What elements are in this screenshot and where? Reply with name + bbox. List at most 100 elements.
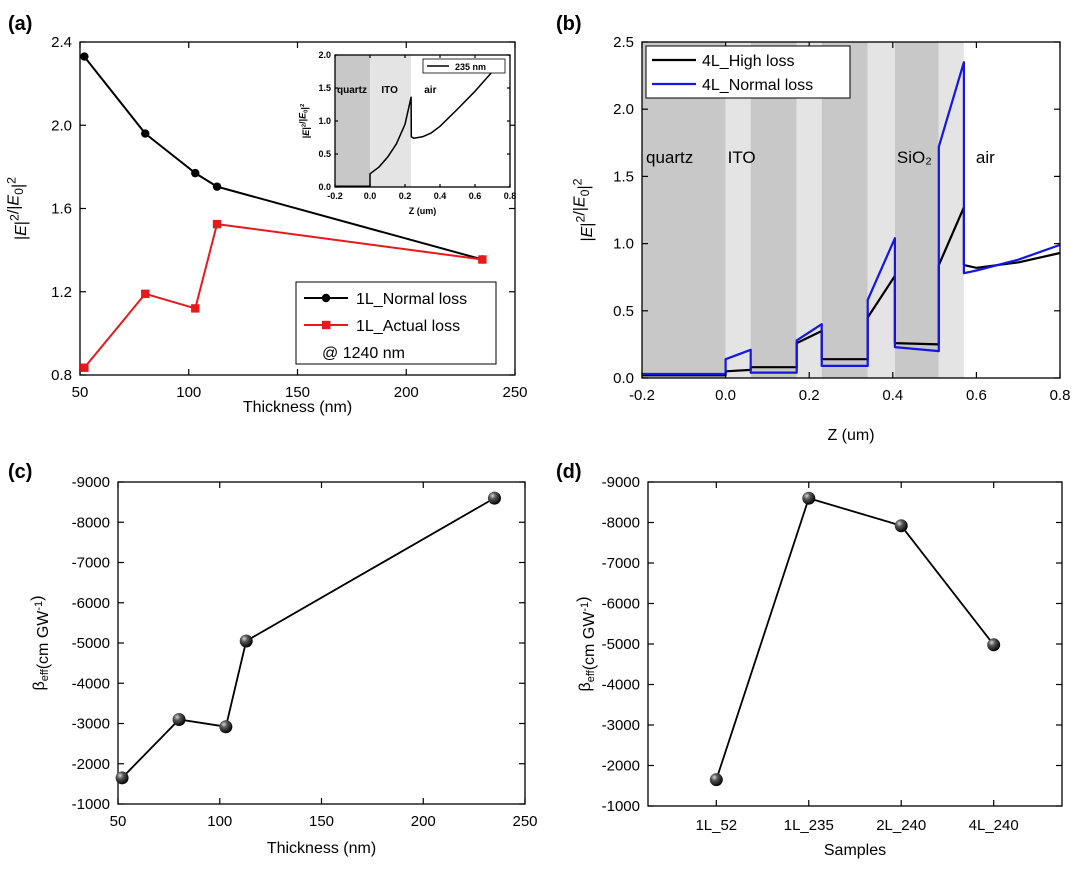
inset-region-label: ITO	[381, 85, 398, 96]
panel-label: (c)	[8, 461, 32, 483]
x-tick-label: 0.4	[434, 191, 447, 201]
x-tick-label: 100	[176, 384, 201, 401]
y-tick-label: -9000	[72, 474, 110, 491]
data-point	[802, 491, 816, 505]
y-tick-label: 2.0	[318, 50, 331, 60]
y-tick-label: -8000	[72, 514, 110, 531]
y-tick-label: -6000	[602, 596, 640, 613]
x-tick-label: 50	[72, 384, 89, 401]
y-tick-label: -5000	[602, 636, 640, 653]
panel-label: (d)	[556, 461, 582, 483]
y-tick-label: 0.5	[613, 303, 634, 320]
panel-a: (a) 50 100 150 200 250 0.8 1.2 1.6 2.0 2.4 Thicknes…	[5, 13, 528, 416]
data-point	[172, 712, 186, 726]
inset-region	[335, 55, 370, 187]
legend: 4L_High loss 4L_Normal loss	[645, 45, 851, 99]
layer-region	[894, 42, 939, 378]
legend-box	[645, 45, 851, 99]
data-point	[478, 255, 487, 264]
x-tick-label: 250	[502, 384, 527, 401]
x-tick-label: 0.2	[799, 387, 820, 404]
panel-label: (a)	[8, 13, 32, 35]
y-tick-label: -7000	[602, 555, 640, 572]
x-tick-label: 0.6	[469, 191, 482, 201]
x-tick-label: 250	[512, 813, 537, 830]
data-point	[212, 219, 222, 229]
data-point	[212, 182, 222, 191]
data-point	[487, 491, 501, 505]
legend-marker	[322, 320, 331, 330]
y-tick-label: -5000	[72, 635, 110, 652]
y-axis-title: |E|2/|E0|2	[571, 178, 596, 241]
layer-label: SiO₂	[897, 148, 932, 167]
y-tick-label: -6000	[72, 595, 110, 612]
y-tick-label: 0.0	[613, 370, 634, 387]
y-axis-title: βeff(cm GW-1)	[575, 597, 598, 692]
layer-label: air	[976, 148, 995, 167]
y-axis-title: βeff(cm GW-1)	[29, 596, 52, 691]
inset-x-title: Z (um)	[409, 206, 437, 216]
layer-region	[938, 42, 964, 378]
y-axis-title: |E|2/|E0|2	[5, 177, 30, 240]
data-point	[219, 720, 233, 734]
inset-region	[411, 55, 510, 187]
layer-region	[963, 42, 1060, 378]
inset-region-label: quartz	[337, 85, 367, 96]
data-point	[80, 363, 89, 372]
data-point	[709, 773, 723, 787]
y-tick-label: -1000	[602, 798, 640, 815]
y-tick-label: -8000	[602, 515, 640, 532]
x-axis-title: Thickness (nm)	[243, 399, 352, 416]
x-tick-label: 0.8	[504, 191, 517, 201]
plot-frame	[641, 41, 1061, 379]
layer-label: quartz	[646, 148, 693, 167]
x-tick-label: 200	[411, 813, 436, 830]
data-point	[80, 52, 89, 61]
x-tick-label: 0.0	[715, 387, 736, 404]
y-tick-label: -1000	[72, 796, 110, 813]
data-point	[141, 129, 150, 138]
x-tick-label: 4L_240	[969, 817, 1019, 834]
data-point	[894, 519, 908, 533]
legend-label: 4L_High loss	[702, 53, 795, 70]
y-tick-label: 1.5	[318, 83, 331, 93]
x-axis-title: Samples	[824, 842, 886, 859]
x-tick-label: 1L_52	[695, 817, 737, 834]
x-tick-label: 0.8	[1050, 387, 1071, 404]
y-tick-label: 1.5	[613, 168, 634, 185]
series-line-4L_Normal loss	[642, 61, 1061, 376]
x-tick-label: 150	[309, 813, 334, 830]
legend: 1L_Normal loss 1L_Actual loss @ 1240 nm	[295, 281, 497, 365]
x-tick-label: -0.2	[629, 387, 655, 404]
inset-legend-label: 235 nm	[455, 62, 486, 72]
layer-label: ITO	[728, 148, 756, 167]
inset-y-title: |E|2/|E0|2	[297, 103, 311, 138]
x-tick-label: 100	[207, 813, 232, 830]
inset-region	[370, 55, 412, 187]
x-tick-label: 50	[110, 813, 127, 830]
legend-label: 4L_Normal loss	[702, 77, 813, 94]
series-line	[121, 497, 495, 779]
y-tick-label: 1.0	[318, 116, 331, 126]
layer-region	[867, 42, 895, 378]
y-tick-label: 0.8	[51, 367, 72, 384]
legend-label: 1L_Normal loss	[356, 291, 467, 308]
y-tick-label: 1.6	[51, 201, 72, 218]
legend-label: 1L_Actual loss	[356, 318, 460, 335]
y-tick-label: 2.0	[613, 101, 634, 118]
y-tick-label: -7000	[72, 555, 110, 572]
x-tick-label: 0.4	[882, 387, 903, 404]
y-tick-label: 1.2	[51, 284, 72, 301]
data-point	[987, 638, 1001, 652]
inset-legend-box	[422, 58, 506, 74]
y-tick-label: 1.0	[613, 236, 634, 253]
y-tick-label: 2.5	[613, 34, 634, 51]
x-tick-label: 0.2	[399, 191, 412, 201]
legend-marker	[321, 293, 331, 303]
x-tick-label: 0.0	[364, 191, 377, 201]
y-tick-label: 0.5	[318, 149, 331, 159]
data-point	[191, 304, 200, 313]
y-tick-label: -3000	[602, 717, 640, 734]
panel-b: (b)quartz ITO SiO₂ air-0.2 0.0 0.2 0.4 0.6 0.80.…	[556, 13, 1070, 444]
x-axis-title: Z (um)	[827, 427, 874, 444]
